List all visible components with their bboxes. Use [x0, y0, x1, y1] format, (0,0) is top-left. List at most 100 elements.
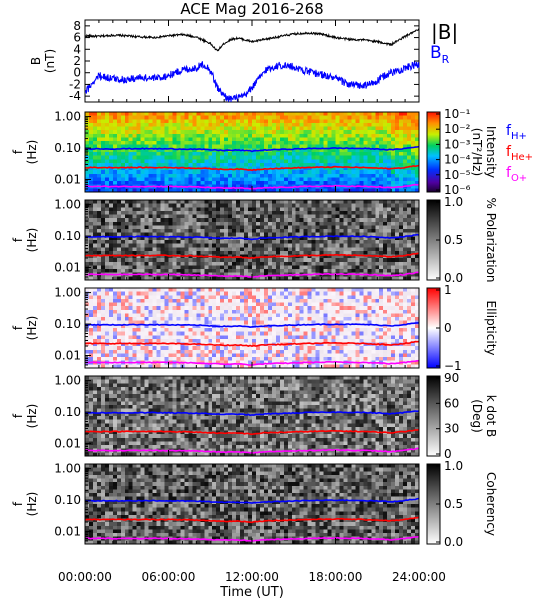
spectrogram-cell: [148, 338, 153, 343]
spectrogram-cell: [116, 320, 122, 325]
spectrogram-cell: [116, 210, 122, 215]
spectrogram-cell: [415, 269, 420, 274]
spectrogram-cell: [124, 236, 130, 241]
spectrogram-cell: [156, 309, 161, 314]
spectrogram-cell: [371, 265, 376, 270]
spectrogram-cell: [200, 324, 205, 329]
spectrogram-cell: [383, 218, 388, 223]
spectrogram-cell: [208, 200, 213, 205]
spectrogram-cell: [263, 258, 269, 263]
spectrogram-cell: [176, 313, 181, 318]
spectrogram-cell: [379, 177, 384, 182]
spectrogram-cell: [104, 130, 110, 135]
spectrogram-cell: [216, 276, 221, 281]
spectrogram-cell: [208, 349, 213, 354]
spectrogram-cell: [192, 214, 197, 219]
spectrogram-cell: [128, 346, 134, 351]
spectrogram-cell: [85, 141, 90, 146]
spectrogram-cell: [92, 218, 98, 223]
spectrogram-cell: [303, 254, 309, 259]
spectrogram-cell: [279, 225, 285, 230]
spectrogram-cell: [180, 288, 185, 293]
spectrogram-cell: [85, 320, 90, 325]
spectrogram-cell: [124, 353, 130, 358]
spectrogram-cell: [411, 207, 416, 212]
spectrogram-cell: [407, 200, 412, 205]
spectrogram-cell: [96, 313, 102, 318]
spectrogram-cell: [287, 155, 293, 160]
spectrogram-cell: [144, 162, 150, 167]
spectrogram-cell: [216, 159, 221, 164]
spectrogram-cell: [156, 349, 161, 354]
spectrogram-cell: [152, 357, 157, 362]
spectrogram-cell: [403, 130, 408, 135]
spectrogram-cell: [411, 170, 416, 175]
spectrogram-cell: [180, 349, 185, 354]
spectrogram-cell: [323, 250, 328, 255]
spectrogram-cell: [311, 144, 317, 149]
spectrogram-cell: [204, 328, 209, 333]
spectrogram-cell: [307, 148, 313, 153]
spectrogram-cell: [188, 306, 193, 311]
spectrogram-cell: [391, 133, 396, 138]
spectrogram-cell: [200, 346, 205, 351]
spectrogram-cell: [224, 155, 229, 160]
spectrogram-cell: [279, 243, 285, 248]
spectrogram-cell: [252, 137, 257, 142]
spectrogram-cell: [164, 236, 169, 241]
spectrogram-cell: [208, 159, 213, 164]
spectrogram-cell: [236, 288, 241, 293]
spectrogram-cell: [208, 210, 213, 215]
spectrogram-cell: [212, 184, 217, 189]
spectrogram-cell: [116, 250, 122, 255]
spectrogram-cell: [371, 119, 376, 124]
spectrogram-cell: [140, 225, 146, 230]
spectrogram-cell: [92, 115, 98, 120]
spectrogram-cell: [347, 141, 352, 146]
spectrogram-cell: [100, 357, 106, 362]
spectrogram-cell: [295, 221, 301, 226]
spectrogram-cell: [327, 225, 332, 230]
spectrogram-cell: [160, 328, 165, 333]
spectrogram-cell: [363, 240, 368, 245]
spectrogram-cell: [228, 349, 233, 354]
spectrogram-cell: [128, 342, 134, 347]
spectrogram-cell: [188, 328, 193, 333]
spectrogram-cell: [275, 200, 281, 205]
spectrogram-cell: [291, 112, 297, 117]
spectrogram-cell: [136, 331, 142, 336]
spectrogram-cell: [240, 254, 245, 259]
spectrogram-cell: [188, 133, 193, 138]
spectrogram-cell: [240, 126, 245, 131]
spectrogram-cell: [88, 229, 94, 234]
spectrogram-cell: [148, 288, 153, 293]
spectrogram-cell: [339, 148, 344, 153]
spectrogram-cell: [220, 162, 225, 167]
spectrogram-cell: [248, 144, 253, 149]
spectrogram-cell: [216, 353, 221, 358]
spectrogram-cell: [92, 170, 98, 175]
spectrogram-cell: [275, 218, 281, 223]
spectrogram-cell: [255, 243, 261, 248]
spectrogram-cell: [224, 181, 229, 186]
spectrogram-cell: [216, 357, 221, 362]
spectrogram-cell: [383, 221, 388, 226]
spectrogram-cell: [303, 200, 309, 205]
spectrogram-cell: [85, 288, 90, 293]
spectrogram-cell: [323, 130, 328, 135]
spectrogram-cell: [224, 126, 229, 131]
spectrogram-cell: [303, 119, 309, 124]
spectrogram-cell: [132, 210, 138, 215]
spectrogram-cell: [96, 353, 102, 358]
spectrogram-cell: [92, 137, 98, 142]
spectrogram-cell: [252, 232, 257, 237]
spectrogram-cell: [391, 221, 396, 226]
spectrogram-cell: [327, 112, 332, 117]
spectrogram-cell: [136, 181, 142, 186]
spectrogram-cell: [359, 119, 364, 124]
spectrogram-cell: [267, 144, 273, 149]
spectrogram-cell: [100, 221, 106, 226]
spectrogram-cell: [335, 240, 340, 245]
spectrogram-cell: [387, 119, 392, 124]
spectrogram-cell: [355, 155, 360, 160]
